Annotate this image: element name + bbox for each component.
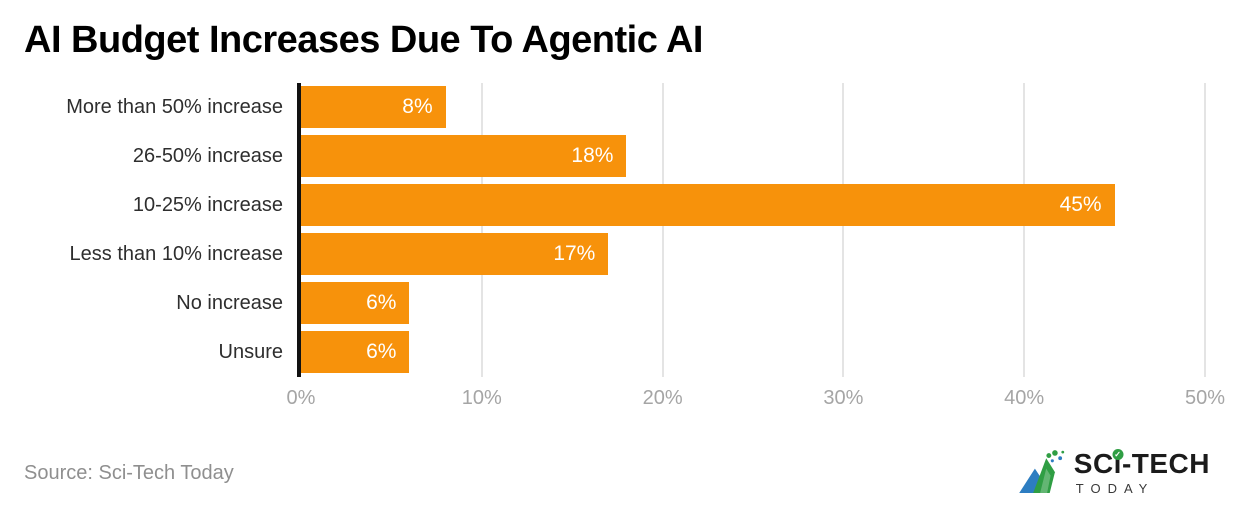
bar-value-label: 8%: [402, 95, 433, 119]
bar-track: 8%: [297, 82, 1205, 132]
gridline: [1023, 82, 1026, 377]
bar: 8%: [301, 86, 446, 129]
gridlines-layer: [301, 82, 1206, 377]
category-label: Unsure: [218, 340, 283, 363]
bar: 6%: [301, 331, 410, 374]
chart-page: { "title": "AI Budget Increases Due To A…: [0, 19, 1240, 512]
chart-row: More than 50% increase 8%: [0, 82, 1240, 132]
bar-chart: More than 50% increase 8% 26-50% increase 1…: [0, 82, 1240, 411]
bar-track: 17%: [297, 229, 1205, 279]
bar-track: 6%: [297, 327, 1205, 377]
bar: 18%: [301, 135, 627, 178]
bar-value-label: 17%: [553, 242, 596, 266]
bar: 6%: [301, 282, 410, 325]
footer: Source: Sci-Tech Today SCı ✓ -TECH TODAY: [24, 448, 1210, 498]
gridline: [842, 82, 845, 377]
bar-value-label: 18%: [571, 144, 614, 168]
gridline: [661, 82, 664, 377]
x-tick-label: 0%: [286, 386, 316, 409]
category-label: More than 50% increase: [66, 95, 283, 118]
bar-track: 18%: [297, 131, 1205, 181]
page-title: AI Budget Increases Due To Agentic AI: [24, 19, 704, 61]
bar-value-label: 45%: [1059, 193, 1102, 217]
chart-row: No increase 6%: [0, 278, 1240, 328]
gridline: [1204, 82, 1206, 377]
x-tick-label: 20%: [642, 386, 683, 409]
scitech-logo-text: SCı ✓ -TECH TODAY: [1073, 448, 1210, 496]
source-label: Source: Sci-Tech Today: [24, 461, 234, 484]
bar: 17%: [301, 233, 609, 276]
chart-row: 26-50% increase 18%: [0, 131, 1240, 181]
x-tick-label: 40%: [1004, 386, 1045, 409]
bar-track: 6%: [297, 278, 1205, 328]
x-tick-label: 50%: [1184, 386, 1226, 409]
bar-rows: More than 50% increase 8% 26-50% increase 1…: [0, 82, 1240, 377]
x-tick-label: 30%: [823, 386, 864, 409]
x-axis: 0% 10% 20% 30% 40% 50%: [287, 377, 1225, 411]
scitech-logo-mark-icon: [1018, 450, 1064, 494]
bar-value-label: 6%: [366, 291, 397, 315]
scitech-logo-line2: TODAY: [1075, 481, 1155, 496]
category-label: 26-50% increase: [132, 144, 283, 167]
x-tick-label: 10%: [461, 386, 502, 409]
category-label: 10-25% increase: [132, 193, 283, 216]
bar-track: 45%: [297, 180, 1205, 230]
gridline: [480, 82, 483, 377]
chart-row: Unsure 6%: [0, 327, 1240, 377]
scitech-logo: SCı ✓ -TECH TODAY: [1014, 448, 1210, 498]
category-label: Less than 10% increase: [69, 242, 283, 265]
bar: 45%: [301, 184, 1115, 227]
check-icon: ✓: [1112, 449, 1124, 460]
chart-row: Less than 10% increase 17%: [0, 229, 1240, 279]
category-label: No increase: [176, 291, 283, 314]
bar-value-label: 6%: [366, 340, 397, 364]
scitech-logo-line1: SCı ✓ -TECH: [1073, 448, 1210, 479]
scitech-logo-i: ı ✓: [1112, 448, 1124, 479]
chart-row: 10-25% increase 45%: [0, 180, 1240, 230]
